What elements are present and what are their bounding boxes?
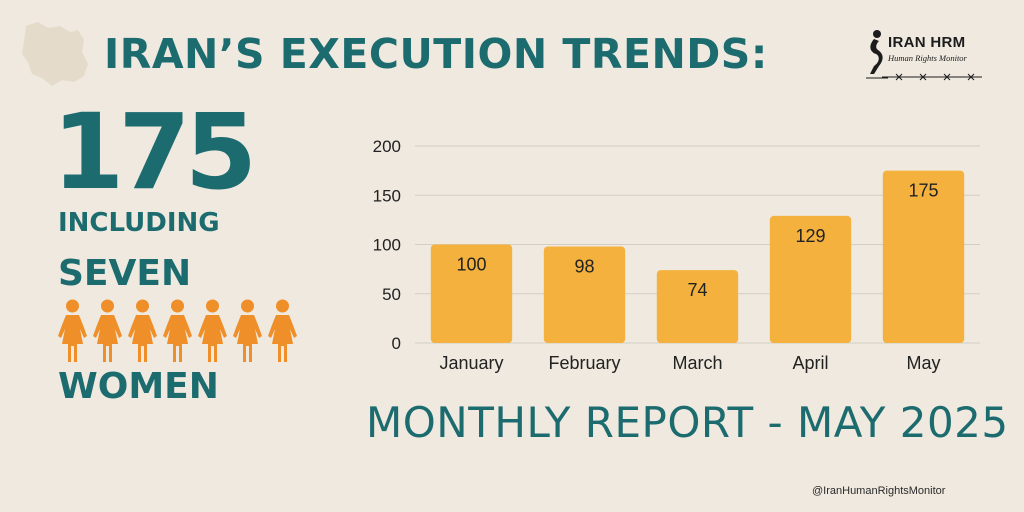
women-label: WOMEN — [58, 366, 219, 407]
bar-value-label: 98 — [574, 256, 594, 276]
x-tick-label: January — [439, 353, 503, 373]
including-label: INCLUDING — [58, 208, 220, 238]
woman-figure-icon — [233, 299, 262, 362]
y-tick-label: 0 — [392, 334, 401, 353]
woman-figure-icon — [93, 299, 122, 362]
bar-value-label: 175 — [908, 181, 938, 201]
bar — [882, 170, 965, 343]
x-tick-label: March — [672, 353, 722, 373]
bar — [543, 246, 626, 343]
bar-chart: 0 50 100 150 200 100 January 98 February 74 March 1… — [373, 137, 980, 373]
woman-figure-icon — [58, 299, 87, 362]
bar — [656, 270, 739, 343]
logo-tagline: Human Rights Monitor — [888, 53, 967, 63]
bar-value-label: 74 — [687, 280, 707, 300]
woman-figure-icon — [198, 299, 227, 362]
x-tick-label: February — [548, 353, 620, 373]
social-handle: @IranHumanRightsMonitor — [812, 485, 946, 497]
women-figures — [56, 298, 299, 364]
woman-figure-icon — [128, 299, 157, 362]
x-tick-label: May — [906, 353, 940, 373]
bar-value-label: 100 — [456, 255, 486, 275]
seven-label: SEVEN — [58, 253, 192, 294]
iran-map-icon — [22, 22, 88, 86]
bar — [769, 215, 852, 343]
logo-name: IRAN HRM — [888, 34, 966, 51]
y-tick-label: 150 — [373, 186, 401, 205]
x-tick-label: April — [792, 353, 828, 373]
woman-figure-icon — [268, 299, 297, 362]
y-tick-label: 200 — [373, 137, 401, 156]
bar-value-label: 129 — [795, 226, 825, 246]
report-subtitle: MONTHLY REPORT - MAY 2025 — [366, 398, 1009, 447]
logo-figure-icon — [866, 30, 888, 79]
woman-figure-icon — [163, 299, 192, 362]
logo: IRAN HRM Human Rights Monitor — [862, 28, 982, 82]
y-tick-label: 50 — [382, 285, 401, 304]
page-title: IRAN’S EXECUTION TRENDS: — [104, 30, 768, 78]
total-executions: 175 — [52, 91, 257, 213]
bar — [430, 244, 513, 343]
barbed-wire-icon — [882, 73, 982, 81]
y-tick-label: 100 — [373, 236, 401, 255]
